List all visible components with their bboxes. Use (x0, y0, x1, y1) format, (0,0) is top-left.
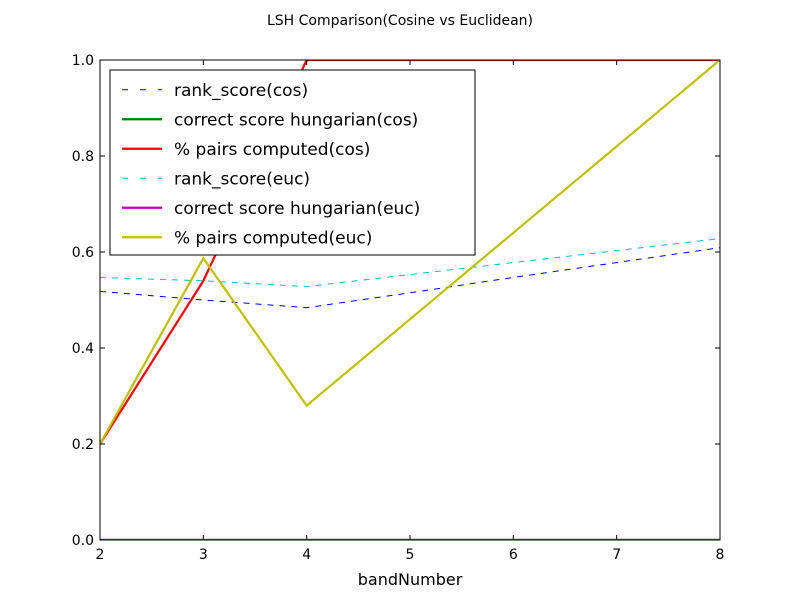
y-tick-label: 0.0 (72, 533, 94, 549)
chart-title: LSH Comparison(Cosine vs Euclidean) (267, 13, 533, 29)
series-line-pairs-computed-cos (100, 60, 720, 445)
x-tick-label: 6 (509, 547, 518, 563)
legend: rank_score(cos)correct score hungarian(c… (109, 69, 476, 256)
y-tick-label: 0.6 (72, 245, 94, 261)
legend-label: correct score hungarian(cos) (174, 110, 418, 130)
legend-label: % pairs computed(cos) (174, 140, 370, 160)
x-tick-label: 2 (96, 547, 105, 563)
x-tick-label: 7 (612, 547, 621, 563)
legend-label: rank_score(euc) (174, 169, 310, 189)
y-tick-label: 0.4 (72, 341, 94, 357)
series-layer (100, 60, 720, 540)
x-tick-label: 3 (199, 547, 208, 563)
y-tick-label: 0.8 (72, 149, 94, 165)
series-line-rank-score-cos (100, 247, 720, 309)
x-axis-label: bandNumber (358, 570, 463, 589)
series-line-rank-score-euc (100, 238, 720, 288)
legend-box (109, 69, 476, 256)
series-line-pairs-computed-euc (100, 60, 720, 445)
legend-label: correct score hungarian(euc) (174, 199, 420, 219)
x-tick-label: 8 (716, 547, 725, 563)
legend-label: rank_score(cos) (174, 81, 308, 101)
legend-label: % pairs computed(euc) (174, 228, 372, 248)
y-tick-label: 1.0 (72, 53, 94, 69)
x-tick-label: 5 (406, 547, 415, 563)
y-tick-label: 0.2 (72, 437, 94, 453)
x-tick-label: 4 (302, 547, 311, 563)
ticks-layer: 2 3 4 5 6 7 8 0.0 0.2 0.4 0.6 0.8 1.0 (72, 53, 725, 563)
